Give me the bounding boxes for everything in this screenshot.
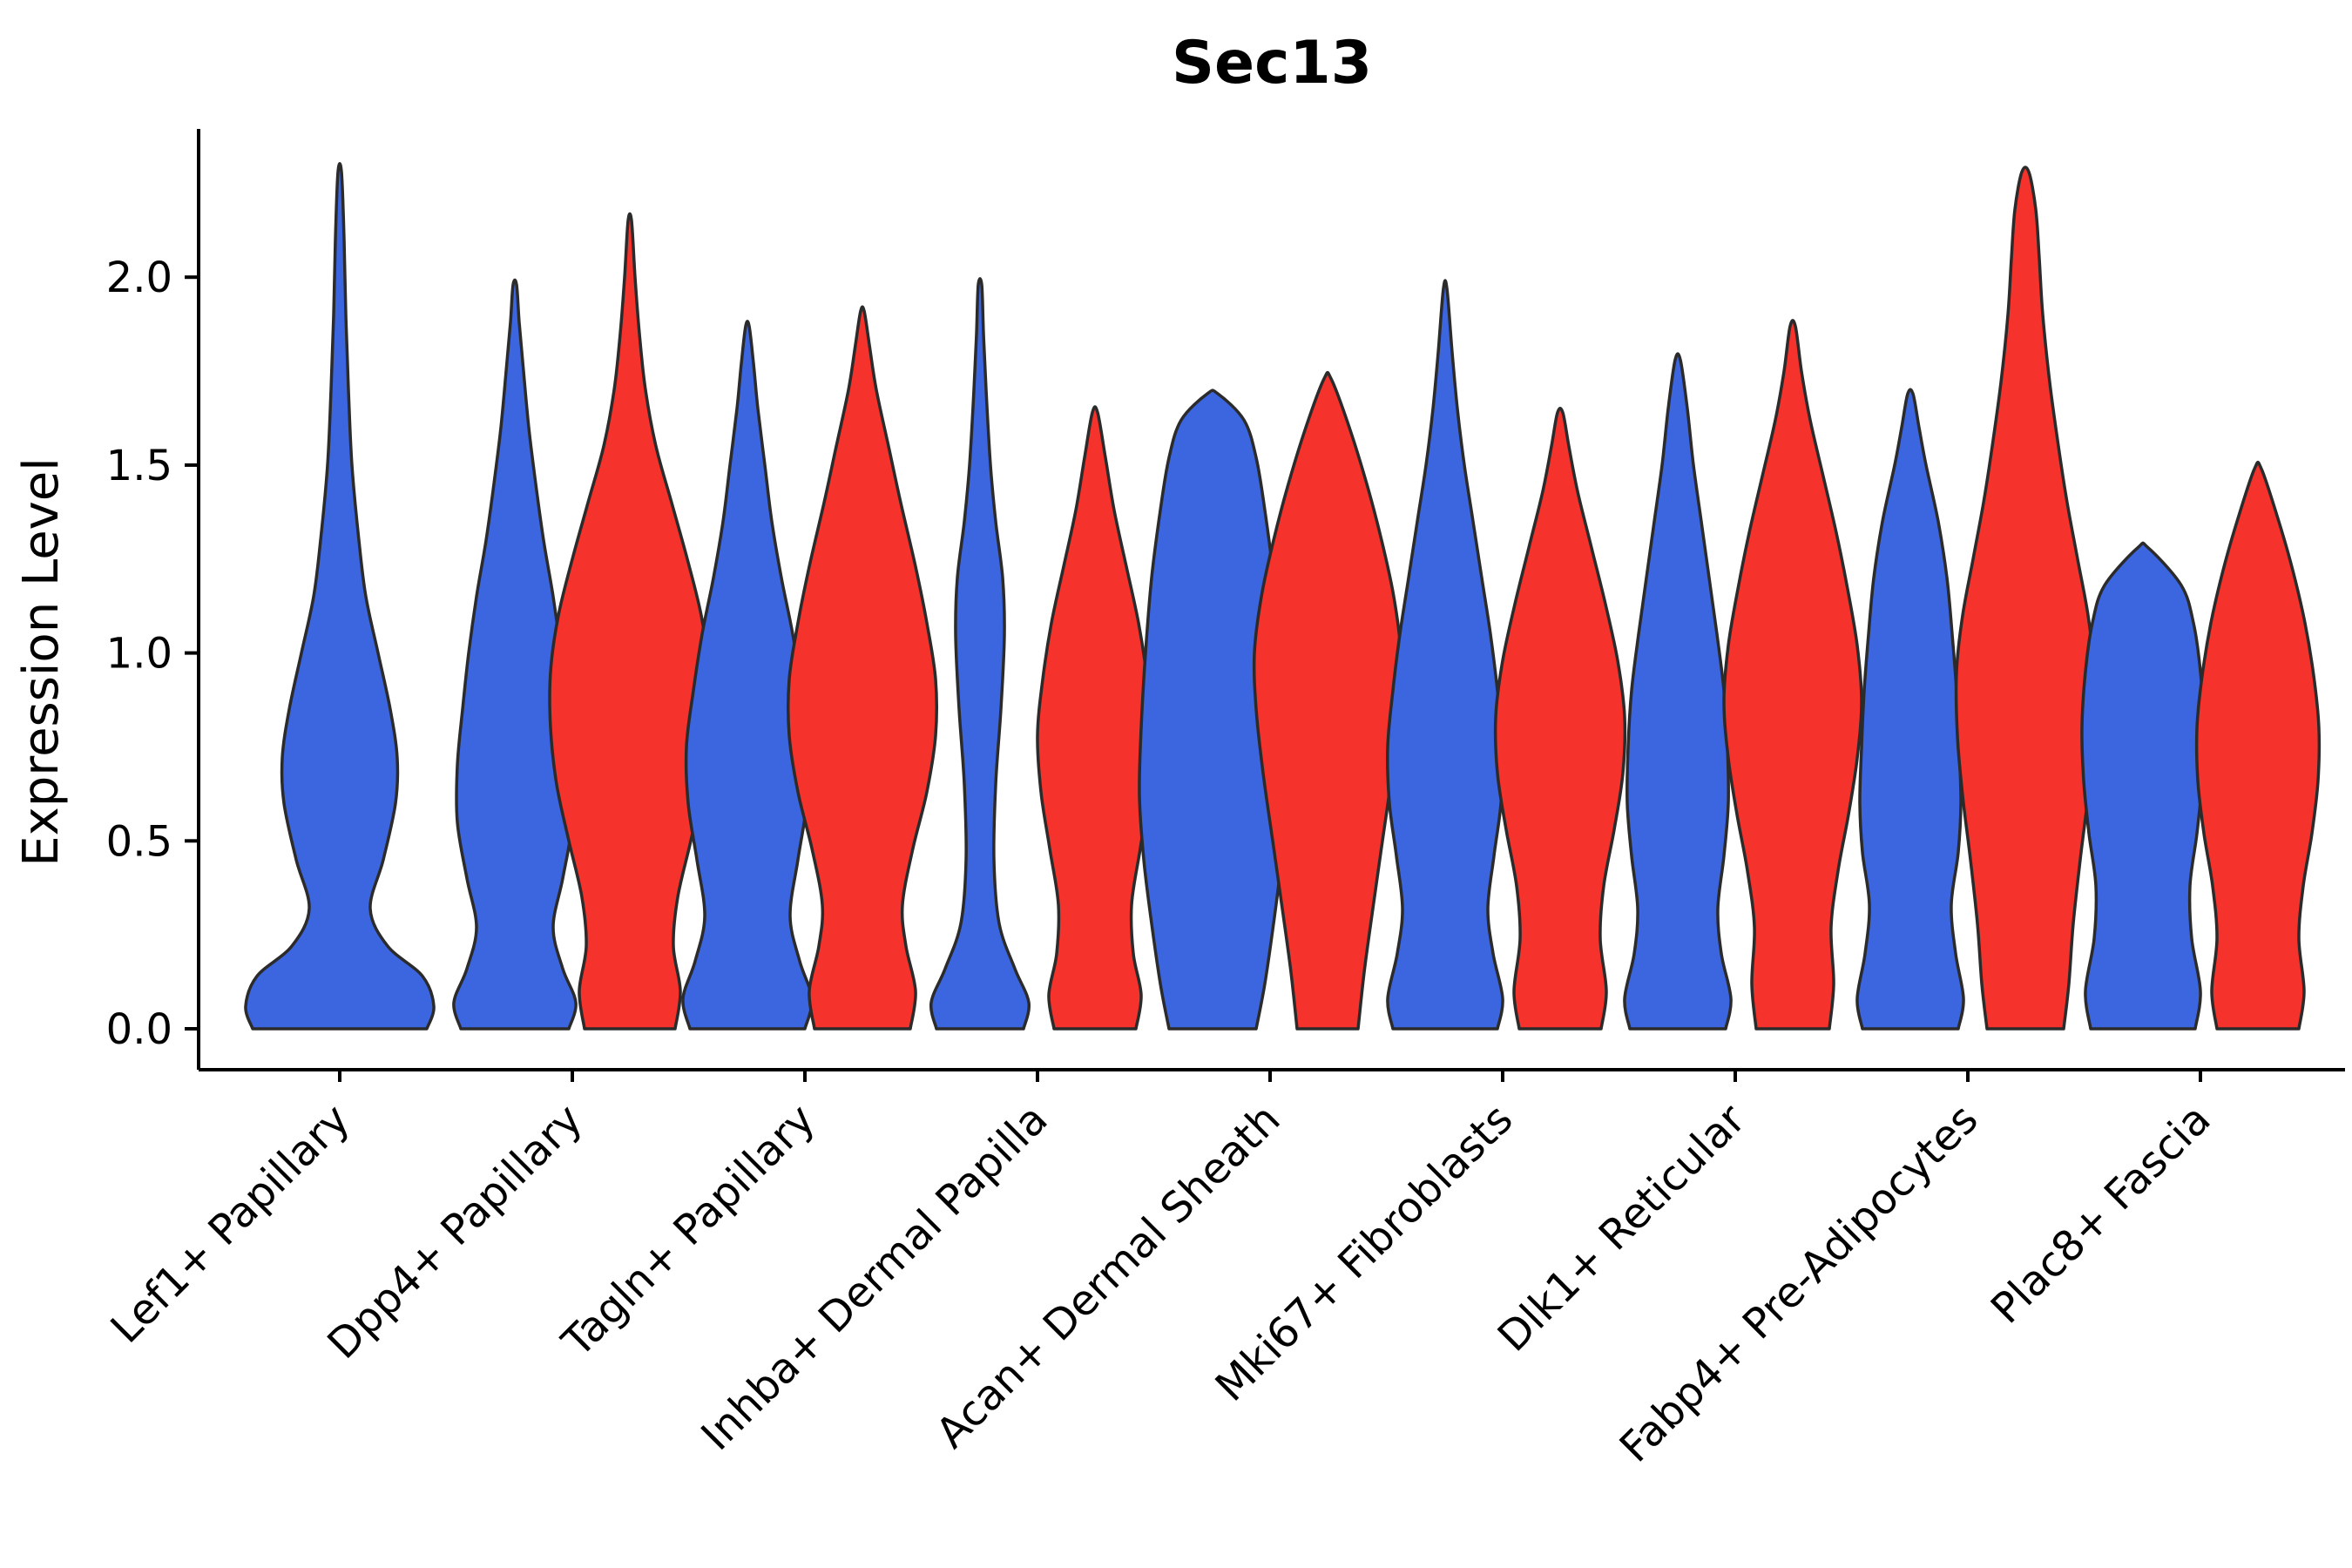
- violin-4-red: [1252, 370, 1403, 1031]
- violin-1-red: [548, 212, 712, 1031]
- violin-5-red: [1493, 406, 1627, 1031]
- y-tick-label: 1.5: [106, 442, 172, 490]
- violin-8-red: [2194, 460, 2322, 1031]
- violin-3-blue: [929, 277, 1031, 1031]
- x-tick-label: Dpp4+ Papillary: [318, 1095, 591, 1369]
- y-axis-title: Expression Level: [13, 457, 70, 867]
- violin-3-red: [1036, 405, 1154, 1031]
- violin-6-red: [1722, 319, 1863, 1031]
- violin-8-blue: [2080, 541, 2206, 1031]
- y-tick-label: 0.0: [106, 1005, 172, 1054]
- x-tick-label: Tagln+ Papillary: [552, 1095, 824, 1367]
- chart-title: Sec13: [1172, 29, 1372, 98]
- x-tick-label: Dlk1+ Reticular: [1489, 1095, 1755, 1362]
- y-tick-label: 0.5: [106, 817, 172, 866]
- violin-5-blue: [1386, 279, 1504, 1031]
- x-tick-label: Plac8+ Fascia: [1982, 1095, 2220, 1334]
- violin-6-blue: [1623, 352, 1733, 1031]
- x-tick-label: Lef1+ Papillary: [102, 1095, 360, 1353]
- violin-7-red: [1954, 166, 2097, 1031]
- violin-0-blue: [244, 161, 436, 1031]
- y-tick-label: 1.0: [106, 630, 172, 679]
- violin-2-red: [786, 305, 939, 1031]
- y-tick-label: 2.0: [106, 253, 172, 302]
- violin-7-blue: [1855, 388, 1965, 1031]
